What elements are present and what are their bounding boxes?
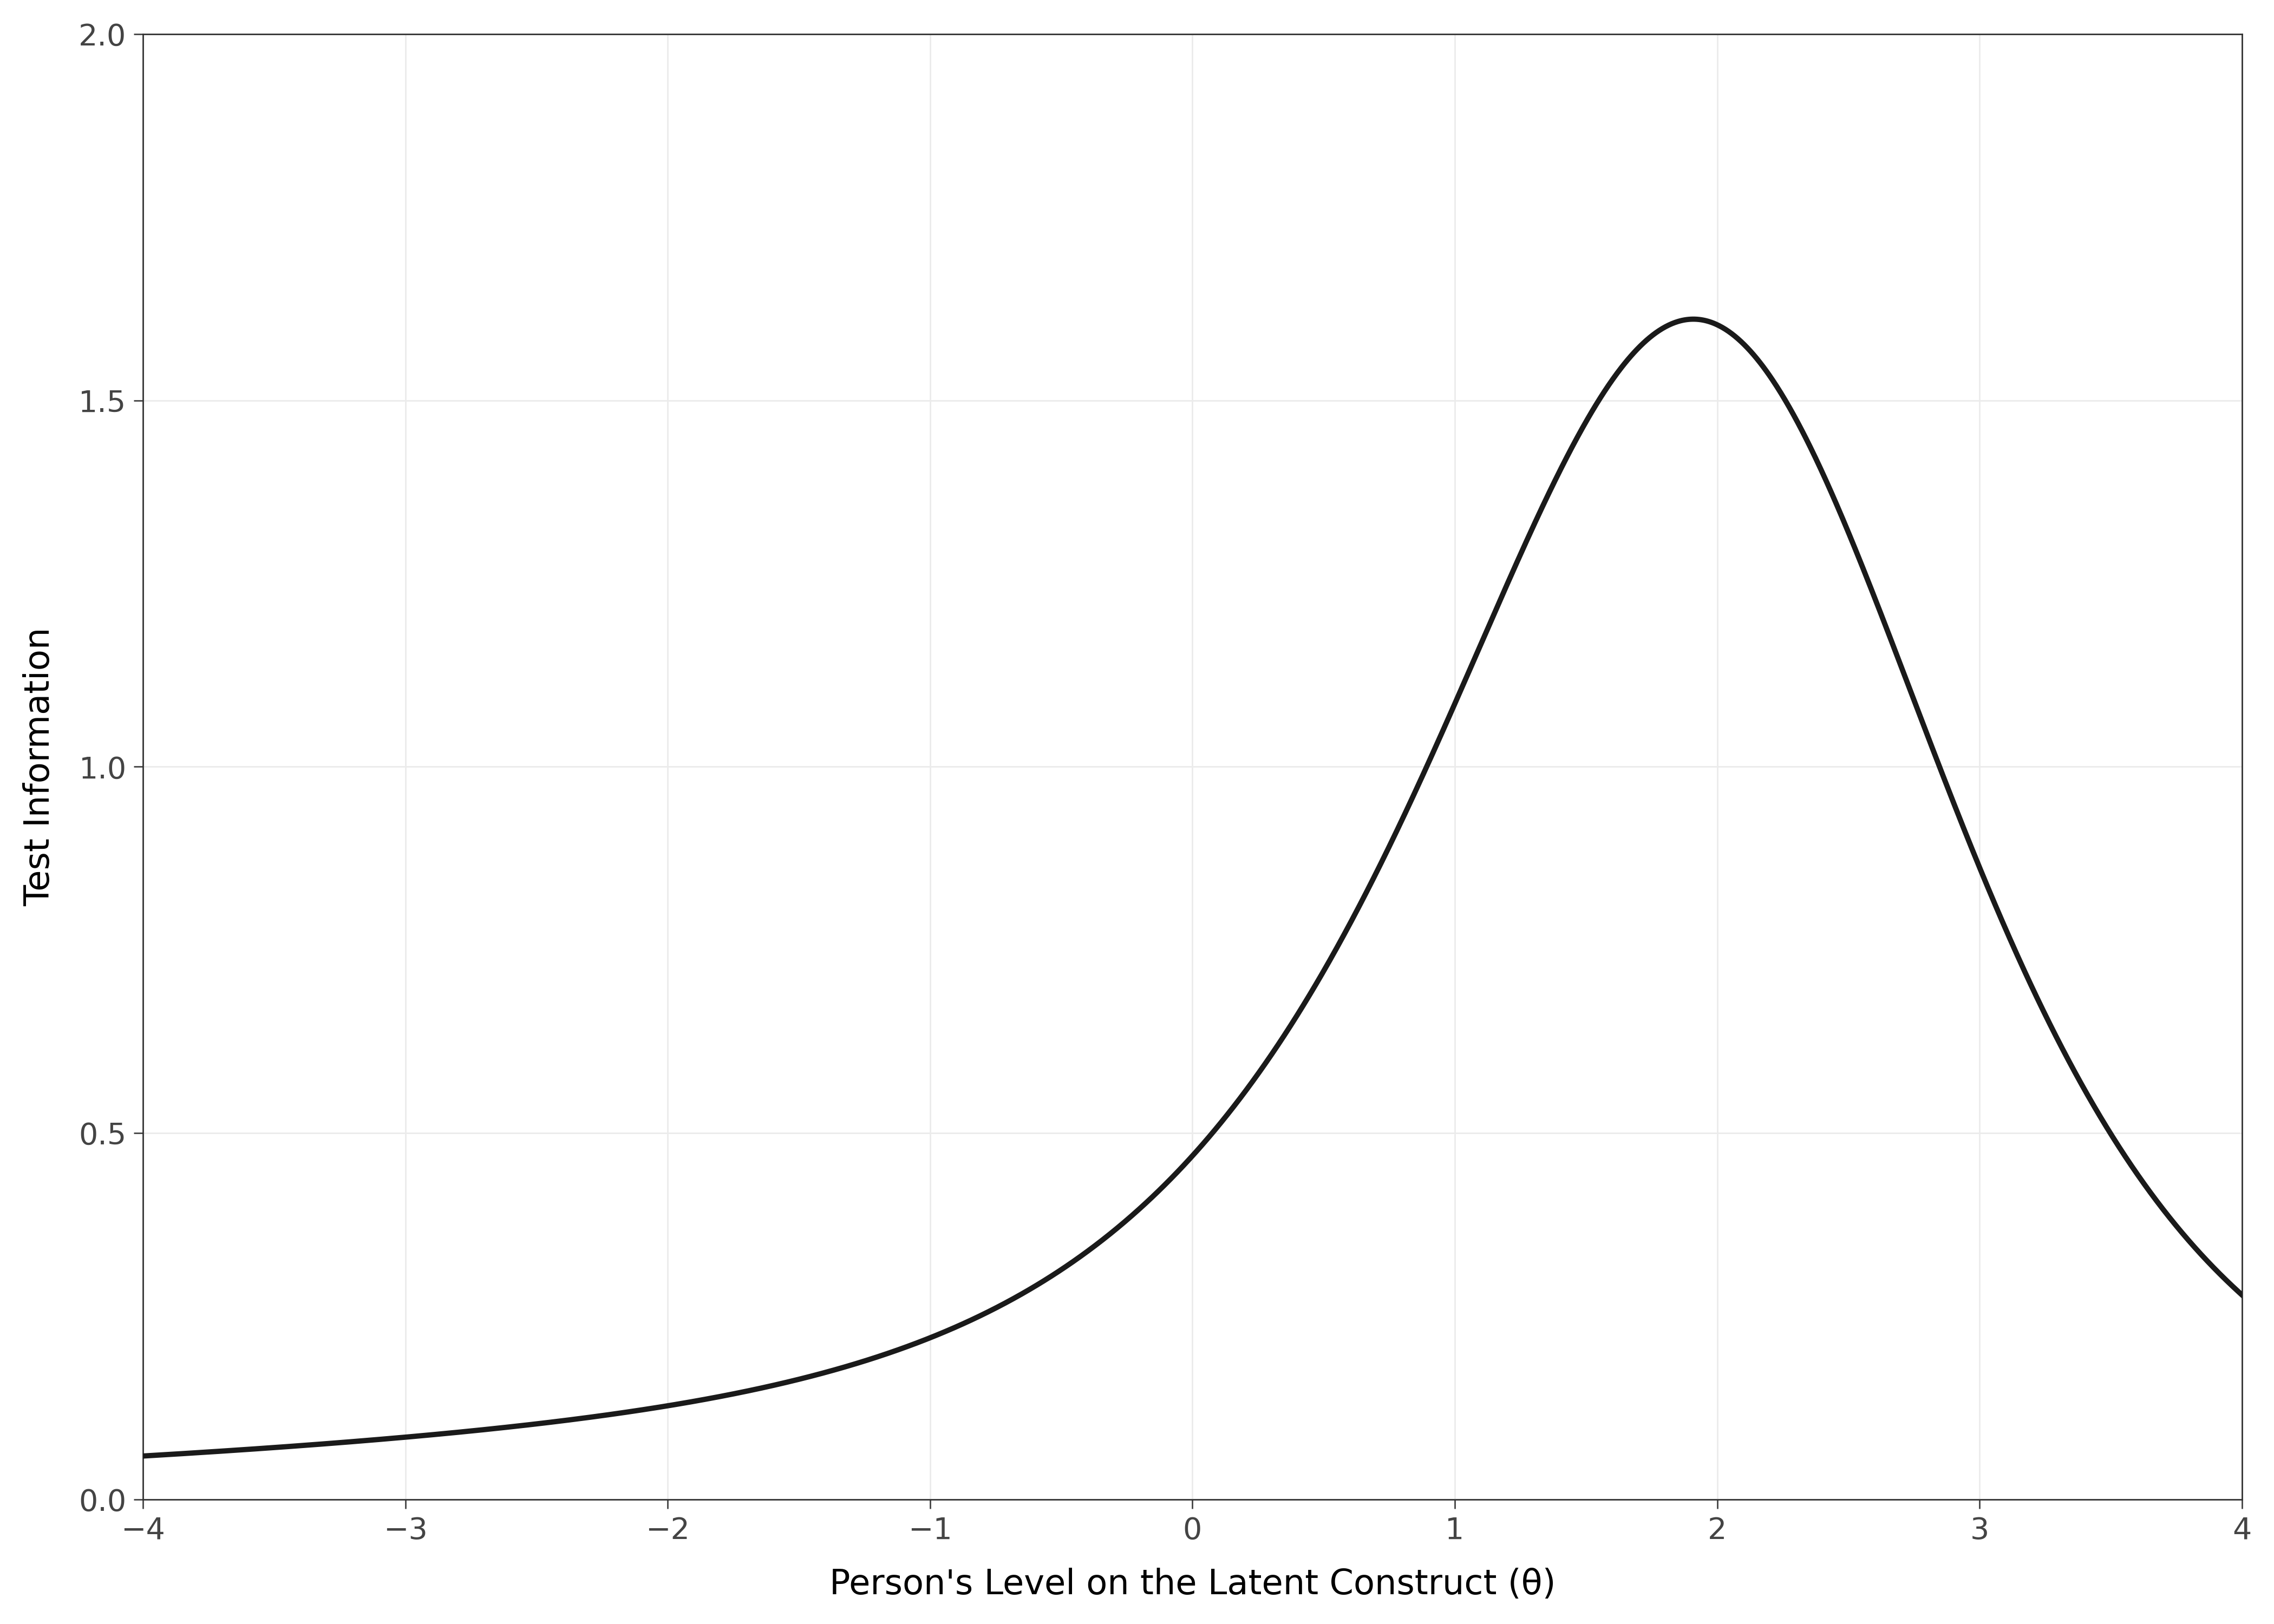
X-axis label: Person's Level on the Latent Construct (θ): Person's Level on the Latent Construct (… bbox=[830, 1567, 1555, 1601]
Y-axis label: Test Information: Test Information bbox=[23, 627, 57, 906]
